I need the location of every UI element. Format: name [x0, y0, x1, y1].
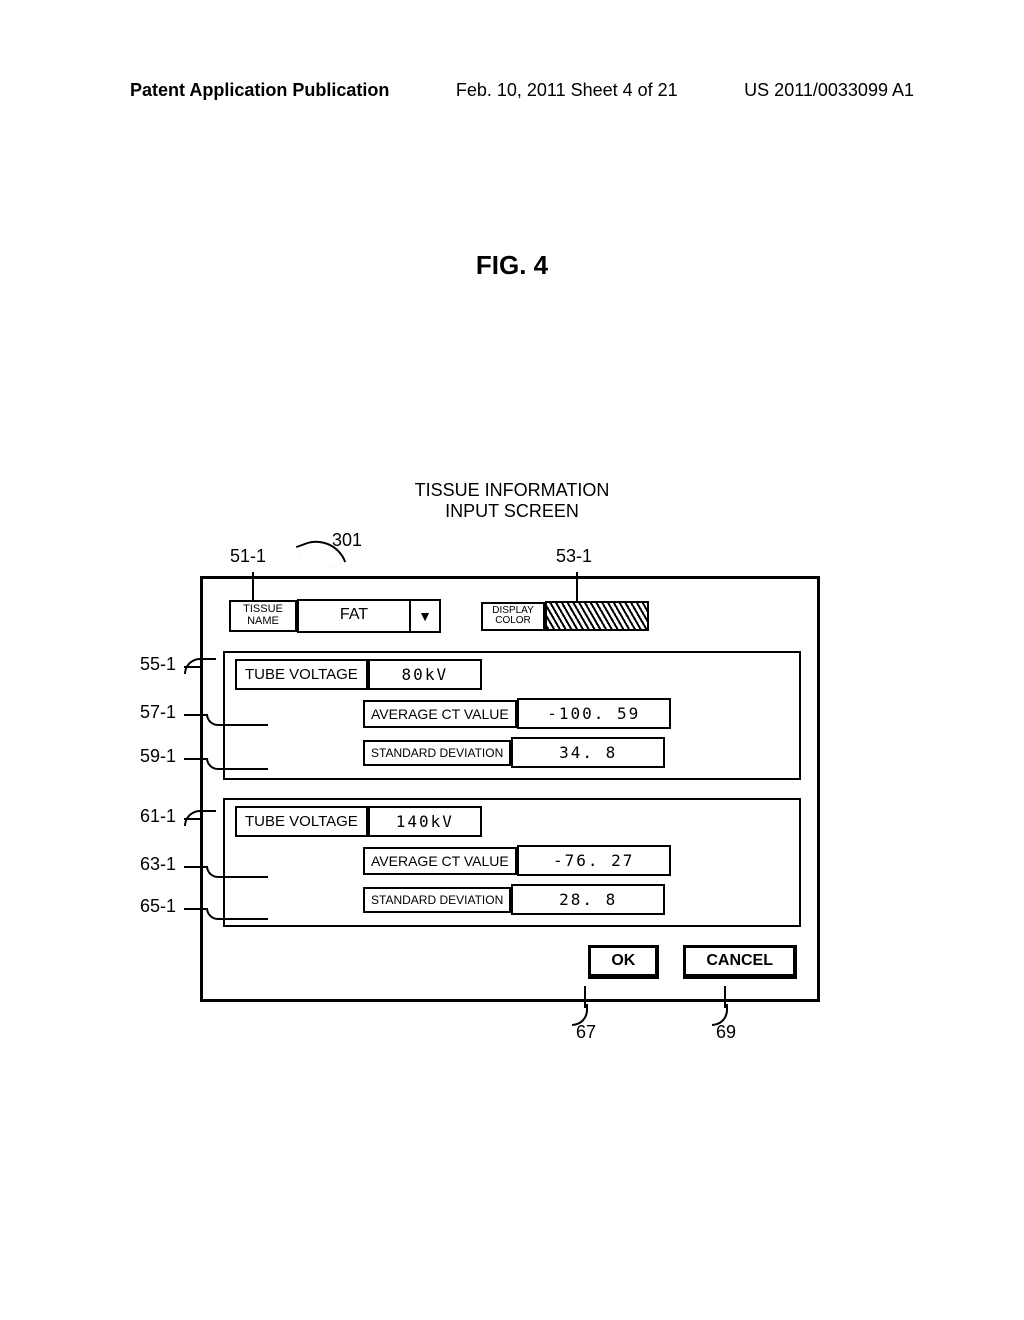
std-2-value[interactable]: 28. 8 — [511, 884, 665, 915]
ref-51-1: 51-1 — [230, 546, 266, 567]
avg-ct-2-label: AVERAGE CT VALUE — [363, 847, 517, 875]
ref-69: 69 — [716, 1022, 736, 1043]
voltage-group-2: TUBE VOLTAGE 140kV AVERAGE CT VALUE -76.… — [223, 798, 801, 927]
avg-ct-2-value[interactable]: -76. 27 — [517, 845, 671, 876]
ref-61-1: 61-1 — [140, 806, 176, 827]
tube-voltage-2-label: TUBE VOLTAGE — [235, 806, 368, 837]
display-color-swatch[interactable] — [545, 601, 649, 631]
ref-59-1: 59-1 — [140, 746, 176, 767]
ref-67: 67 — [576, 1022, 596, 1043]
tissue-name-select[interactable]: FAT ▼ — [297, 599, 441, 633]
ref-65-1: 65-1 — [140, 896, 176, 917]
screen-title-line2: INPUT SCREEN — [0, 501, 1024, 522]
avg-ct-1-value[interactable]: -100. 59 — [517, 698, 671, 729]
cancel-button[interactable]: CANCEL — [683, 945, 797, 979]
std-1-value[interactable]: 34. 8 — [511, 737, 665, 768]
ref-53-1: 53-1 — [556, 546, 592, 567]
header-left: Patent Application Publication — [130, 80, 389, 101]
screen-title-line1: TISSUE INFORMATION — [0, 480, 1024, 501]
std-1-label: STANDARD DEVIATION — [363, 740, 511, 766]
header-mid: Feb. 10, 2011 Sheet 4 of 21 — [456, 80, 678, 101]
tissue-info-panel: TISSUENAME FAT ▼ DISPLAYCOLOR TUBE VOLTA… — [200, 576, 820, 1002]
screen-title: TISSUE INFORMATION INPUT SCREEN — [0, 480, 1024, 521]
tube-voltage-1-label: TUBE VOLTAGE — [235, 659, 368, 690]
ref-55-1: 55-1 — [140, 654, 176, 675]
header-right: US 2011/0033099 A1 — [744, 80, 914, 101]
page-header: Patent Application Publication Feb. 10, … — [0, 80, 1024, 101]
top-row: TISSUENAME FAT ▼ DISPLAYCOLOR — [229, 599, 801, 633]
tissue-name-value: FAT — [299, 601, 409, 631]
std-2-label: STANDARD DEVIATION — [363, 887, 511, 913]
tube-voltage-2-value[interactable]: 140kV — [368, 806, 482, 837]
display-color-label: DISPLAYCOLOR — [481, 602, 545, 631]
tissue-name-label: TISSUENAME — [229, 600, 297, 631]
ok-button[interactable]: OK — [588, 945, 659, 979]
figure-label: FIG. 4 — [0, 250, 1024, 281]
avg-ct-1-label: AVERAGE CT VALUE — [363, 700, 517, 728]
ref-57-1: 57-1 — [140, 702, 176, 723]
button-row: OK CANCEL — [223, 945, 801, 979]
ref-63-1: 63-1 — [140, 854, 176, 875]
voltage-group-1: TUBE VOLTAGE 80kV AVERAGE CT VALUE -100.… — [223, 651, 801, 780]
chevron-down-icon[interactable]: ▼ — [409, 601, 439, 631]
tube-voltage-1-value[interactable]: 80kV — [368, 659, 482, 690]
